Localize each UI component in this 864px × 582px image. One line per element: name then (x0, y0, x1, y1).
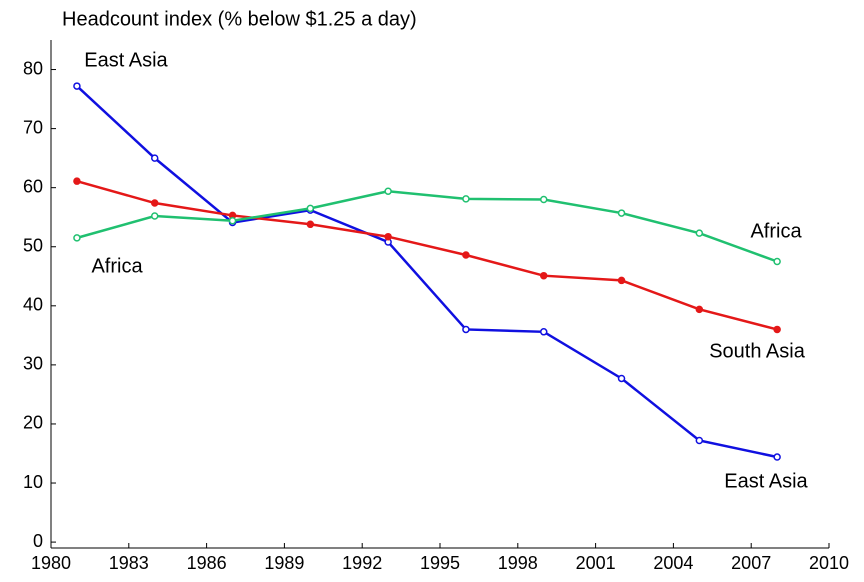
series-label: East Asia (724, 470, 808, 492)
data-point (773, 257, 781, 266)
data-point (539, 328, 548, 336)
data-point (228, 217, 237, 225)
data-point (73, 82, 81, 90)
data-point (539, 271, 548, 280)
series-label: South Asia (709, 340, 806, 362)
y-tick-label: 30 (23, 354, 43, 374)
x-tick-label: 2007 (731, 553, 771, 573)
data-point (617, 209, 626, 217)
series-line (76, 85, 778, 459)
series-label: Africa (750, 220, 802, 242)
x-tick-label: 1998 (498, 553, 538, 573)
chart-title: Headcount index (% below $1.25 a day) (62, 8, 417, 30)
y-tick-label: 10 (23, 472, 43, 492)
data-point (539, 195, 548, 204)
data-point (695, 436, 704, 445)
x-tick-label: 1983 (109, 553, 149, 573)
data-point (73, 177, 81, 185)
data-point (73, 234, 81, 242)
x-tick-label: 1989 (264, 553, 304, 573)
x-tick-label: 1980 (31, 553, 71, 573)
data-point (695, 229, 704, 237)
y-tick-label: 0 (33, 531, 43, 551)
data-point (384, 187, 392, 195)
x-tick-label: 2010 (809, 553, 849, 573)
y-tick-label: 80 (23, 58, 43, 78)
data-point (617, 374, 626, 383)
data-point (306, 220, 315, 229)
x-tick-label: 2004 (653, 553, 693, 573)
series-label: Africa (91, 255, 143, 277)
y-tick-label: 40 (23, 295, 43, 315)
y-tick-label: 60 (23, 176, 43, 196)
data-point (150, 154, 159, 162)
y-tick-label: 20 (23, 413, 43, 433)
x-tick-label: 1986 (187, 553, 227, 573)
data-point (462, 195, 470, 203)
series-line (76, 189, 778, 263)
data-point (773, 325, 781, 334)
data-point (695, 305, 704, 314)
x-tick-label: 1992 (342, 553, 382, 573)
data-point (462, 251, 470, 259)
series-line (76, 179, 778, 331)
y-tick-label: 70 (23, 117, 43, 137)
data-point (150, 199, 159, 207)
data-point (306, 204, 315, 213)
data-point (462, 325, 470, 334)
data-point (773, 453, 781, 461)
y-tick-label: 50 (23, 235, 43, 255)
x-tick-label: 2001 (576, 553, 616, 573)
series-label: East Asia (84, 49, 168, 71)
x-tick-label: 1995 (420, 553, 460, 573)
data-point (384, 232, 392, 241)
data-point (150, 212, 159, 220)
data-point (617, 276, 626, 285)
